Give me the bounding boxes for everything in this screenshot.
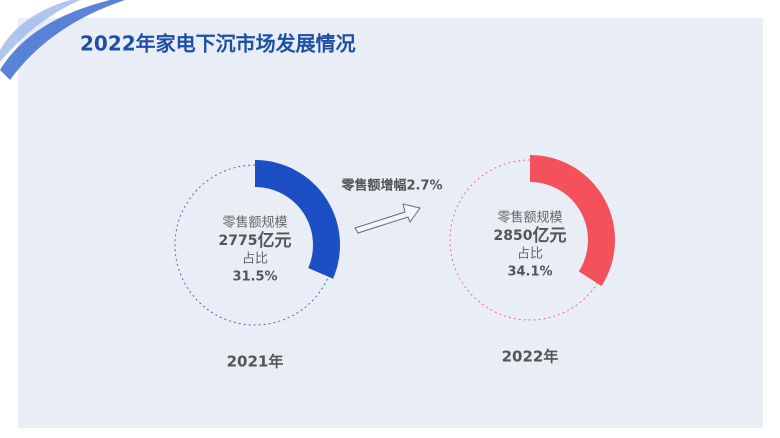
year-label: 2022年: [502, 348, 559, 366]
share-name: 占比: [517, 247, 543, 262]
sales-label: 2775亿元: [219, 230, 292, 251]
decor-swoosh: [0, 0, 125, 80]
sales-label: 2850亿元: [494, 225, 567, 246]
slide-title: 2022年家电下沉市场发展情况: [80, 32, 356, 56]
decor-swoosh: [0, 0, 80, 62]
sales-unit: 亿元: [532, 225, 566, 246]
sales-value: 2775: [219, 233, 258, 249]
sales-value: 2850: [494, 228, 533, 244]
share-name: 占比: [242, 252, 268, 267]
growth-arrow: [354, 203, 421, 234]
sales-name: 零售额规模: [497, 210, 562, 226]
growth-annotation: 零售额增幅2.7%: [340, 178, 442, 194]
share-arc: [255, 160, 341, 279]
share-label: 31.5%: [232, 270, 277, 285]
year-label: 2021年: [227, 353, 284, 371]
sales-unit: 亿元: [257, 230, 291, 251]
share-label: 34.1%: [507, 265, 552, 280]
share-arc: [530, 155, 615, 286]
sales-name: 零售额规模: [222, 215, 287, 231]
